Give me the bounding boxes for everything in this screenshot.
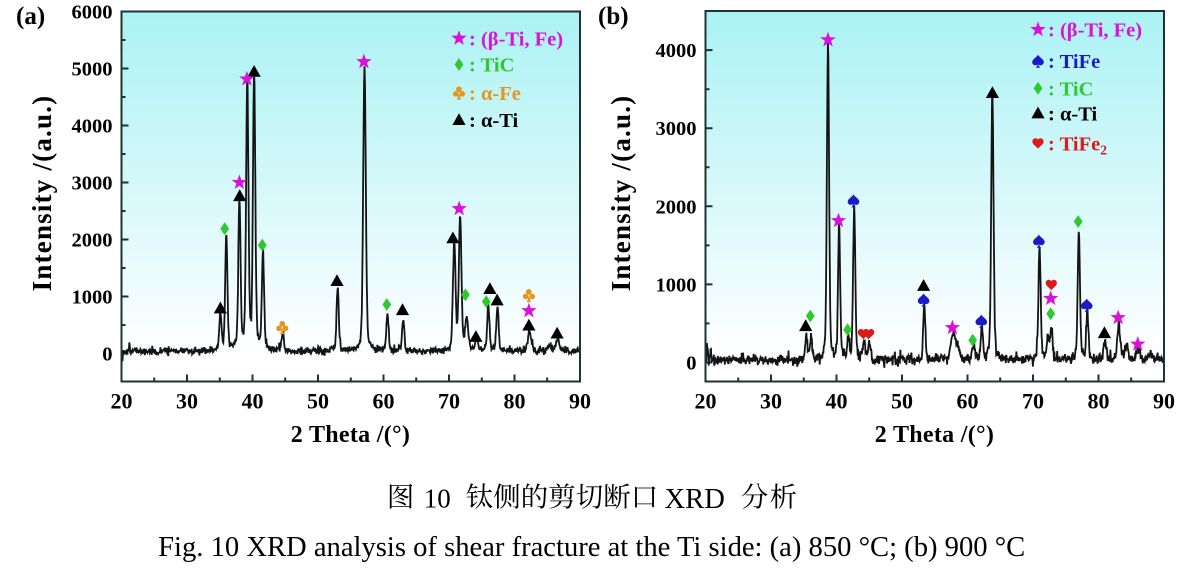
svg-text:10: 10 [424,484,451,514]
svg-text:: α-Fe: : α-Fe [469,83,521,105]
svg-text:50: 50 [891,389,913,414]
svg-text:0: 0 [102,344,112,366]
svg-text:80: 80 [504,389,526,414]
svg-text:(a): (a) [16,3,45,30]
svg-text:: TiFe: : TiFe [1048,51,1100,73]
svg-text:2 Theta /(°): 2 Theta /(°) [875,422,994,448]
svg-text:1000: 1000 [72,287,113,309]
svg-text:60: 60 [957,389,979,414]
svg-text:: α-Ti: : α-Ti [1048,104,1098,126]
svg-text:60: 60 [373,389,395,414]
svg-text:40: 40 [242,389,264,414]
svg-text:70: 70 [438,389,460,414]
svg-text:: TiC: : TiC [469,55,514,77]
svg-text:: α-Ti: : α-Ti [469,110,519,132]
svg-text:2000: 2000 [656,196,697,218]
svg-text:70: 70 [1022,389,1044,414]
svg-text:Fig. 10 XRD analysis of shear: Fig. 10 XRD analysis of shear fracture a… [158,532,1025,563]
svg-text:4000: 4000 [656,40,697,62]
svg-text:: (β-Ti, Fe): : (β-Ti, Fe) [469,28,563,50]
svg-text:80: 80 [1088,389,1110,414]
svg-text:50: 50 [307,389,329,414]
svg-text:Intensity /(a.u.): Intensity /(a.u.) [606,95,636,292]
svg-text:3000: 3000 [656,118,697,140]
svg-text:90: 90 [1153,389,1175,414]
svg-text:: TiC: : TiC [1048,78,1093,100]
svg-text:3000: 3000 [72,173,113,195]
svg-text:30: 30 [176,389,198,414]
svg-text:30: 30 [760,389,782,414]
svg-text:4000: 4000 [72,116,113,138]
svg-text:0: 0 [686,353,696,375]
svg-text:Intensity /(a.u.): Intensity /(a.u.) [27,95,57,292]
svg-text:5000: 5000 [72,59,113,81]
svg-text:20: 20 [111,389,133,414]
svg-text:6000: 6000 [72,2,113,24]
svg-text:2 Theta /(°): 2 Theta /(°) [291,422,410,448]
svg-text:2000: 2000 [72,230,113,252]
svg-text:20: 20 [695,389,717,414]
svg-text:1000: 1000 [656,274,697,296]
svg-text:XRD: XRD [665,484,725,515]
svg-text:(b): (b) [598,3,629,30]
svg-text:: TiFe2: : TiFe2 [1048,134,1107,158]
svg-text:40: 40 [826,389,848,414]
svg-text:: (β-Ti, Fe): : (β-Ti, Fe) [1048,20,1142,42]
svg-text:90: 90 [569,389,591,414]
